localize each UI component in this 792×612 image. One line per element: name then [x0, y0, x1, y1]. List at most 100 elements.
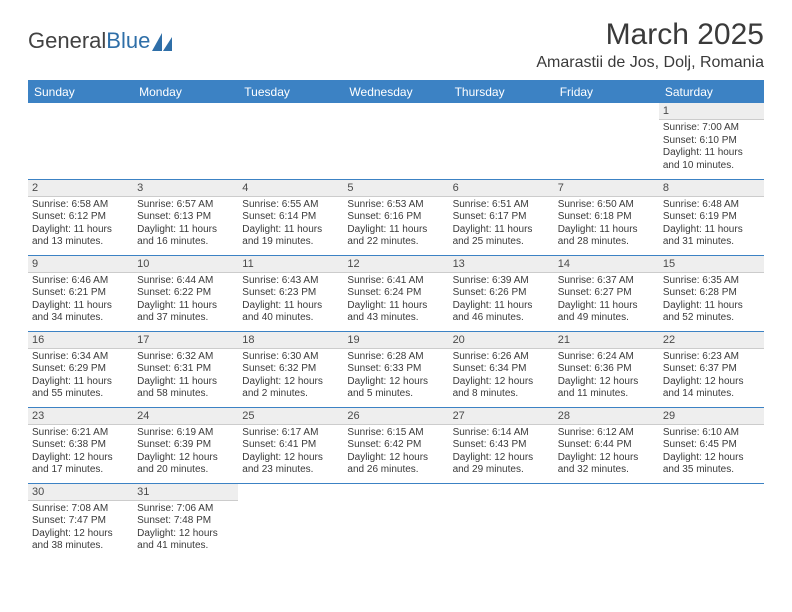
weekday-header: Wednesday: [343, 81, 448, 104]
calendar-day-cell: 24Sunrise: 6:19 AMSunset: 6:39 PMDayligh…: [133, 407, 238, 483]
calendar-day-cell: 23Sunrise: 6:21 AMSunset: 6:38 PMDayligh…: [28, 407, 133, 483]
calendar-day-cell: 26Sunrise: 6:15 AMSunset: 6:42 PMDayligh…: [343, 407, 448, 483]
day-number: 7: [554, 180, 659, 197]
sunset-text: Sunset: 6:28 PM: [663, 287, 760, 300]
day-number: 11: [238, 256, 343, 273]
calendar-week-row: 23Sunrise: 6:21 AMSunset: 6:38 PMDayligh…: [28, 407, 764, 483]
daylight-text: Daylight: 11 hours and 55 minutes.: [32, 376, 129, 401]
day-number: 4: [238, 180, 343, 197]
calendar-day-cell: [449, 483, 554, 559]
calendar-body: 1Sunrise: 7:00 AMSunset: 6:10 PMDaylight…: [28, 103, 764, 559]
day-details: Sunrise: 7:00 AMSunset: 6:10 PMDaylight:…: [659, 120, 764, 174]
day-number: 6: [449, 180, 554, 197]
sunrise-text: Sunrise: 6:17 AM: [242, 427, 339, 440]
sunset-text: Sunset: 6:34 PM: [453, 363, 550, 376]
day-details: Sunrise: 6:26 AMSunset: 6:34 PMDaylight:…: [449, 349, 554, 403]
sunset-text: Sunset: 6:10 PM: [663, 135, 760, 148]
calendar-day-cell: 17Sunrise: 6:32 AMSunset: 6:31 PMDayligh…: [133, 331, 238, 407]
calendar-day-cell: 11Sunrise: 6:43 AMSunset: 6:23 PMDayligh…: [238, 255, 343, 331]
day-details: Sunrise: 6:10 AMSunset: 6:45 PMDaylight:…: [659, 425, 764, 479]
sunrise-text: Sunrise: 6:46 AM: [32, 275, 129, 288]
day-number: 16: [28, 332, 133, 349]
daylight-text: Daylight: 11 hours and 19 minutes.: [242, 224, 339, 249]
sunrise-text: Sunrise: 6:12 AM: [558, 427, 655, 440]
title-block: March 2025 Amarastii de Jos, Dolj, Roman…: [536, 18, 764, 72]
weekday-header: Tuesday: [238, 81, 343, 104]
sunrise-text: Sunrise: 6:48 AM: [663, 199, 760, 212]
sunset-text: Sunset: 6:21 PM: [32, 287, 129, 300]
calendar-day-cell: 7Sunrise: 6:50 AMSunset: 6:18 PMDaylight…: [554, 179, 659, 255]
daylight-text: Daylight: 12 hours and 11 minutes.: [558, 376, 655, 401]
day-details: Sunrise: 6:21 AMSunset: 6:38 PMDaylight:…: [28, 425, 133, 479]
sunrise-text: Sunrise: 6:26 AM: [453, 351, 550, 364]
day-details: Sunrise: 6:15 AMSunset: 6:42 PMDaylight:…: [343, 425, 448, 479]
sunset-text: Sunset: 6:32 PM: [242, 363, 339, 376]
sunset-text: Sunset: 6:44 PM: [558, 439, 655, 452]
sunset-text: Sunset: 6:45 PM: [663, 439, 760, 452]
day-details: Sunrise: 6:37 AMSunset: 6:27 PMDaylight:…: [554, 273, 659, 327]
sunrise-text: Sunrise: 6:50 AM: [558, 199, 655, 212]
sunset-text: Sunset: 6:12 PM: [32, 211, 129, 224]
day-number: 23: [28, 408, 133, 425]
daylight-text: Daylight: 11 hours and 49 minutes.: [558, 300, 655, 325]
sunrise-text: Sunrise: 6:37 AM: [558, 275, 655, 288]
calendar-day-cell: 2Sunrise: 6:58 AMSunset: 6:12 PMDaylight…: [28, 179, 133, 255]
weekday-header: Saturday: [659, 81, 764, 104]
daylight-text: Daylight: 12 hours and 14 minutes.: [663, 376, 760, 401]
day-number: 18: [238, 332, 343, 349]
sunrise-text: Sunrise: 7:00 AM: [663, 122, 760, 135]
weekday-header: Sunday: [28, 81, 133, 104]
day-number: 29: [659, 408, 764, 425]
day-details: Sunrise: 6:39 AMSunset: 6:26 PMDaylight:…: [449, 273, 554, 327]
daylight-text: Daylight: 12 hours and 29 minutes.: [453, 452, 550, 477]
day-details: Sunrise: 6:51 AMSunset: 6:17 PMDaylight:…: [449, 197, 554, 251]
day-details: Sunrise: 6:43 AMSunset: 6:23 PMDaylight:…: [238, 273, 343, 327]
sunrise-text: Sunrise: 6:58 AM: [32, 199, 129, 212]
day-details: Sunrise: 6:53 AMSunset: 6:16 PMDaylight:…: [343, 197, 448, 251]
calendar-week-row: 16Sunrise: 6:34 AMSunset: 6:29 PMDayligh…: [28, 331, 764, 407]
day-number: 28: [554, 408, 659, 425]
day-details: Sunrise: 6:14 AMSunset: 6:43 PMDaylight:…: [449, 425, 554, 479]
day-details: Sunrise: 6:57 AMSunset: 6:13 PMDaylight:…: [133, 197, 238, 251]
day-number: 15: [659, 256, 764, 273]
day-details: Sunrise: 6:28 AMSunset: 6:33 PMDaylight:…: [343, 349, 448, 403]
calendar-day-cell: 6Sunrise: 6:51 AMSunset: 6:17 PMDaylight…: [449, 179, 554, 255]
calendar-day-cell: [133, 103, 238, 179]
daylight-text: Daylight: 11 hours and 13 minutes.: [32, 224, 129, 249]
calendar-day-cell: [554, 483, 659, 559]
day-details: Sunrise: 7:06 AMSunset: 7:48 PMDaylight:…: [133, 501, 238, 555]
sunset-text: Sunset: 6:26 PM: [453, 287, 550, 300]
daylight-text: Daylight: 11 hours and 34 minutes.: [32, 300, 129, 325]
calendar-day-cell: [238, 103, 343, 179]
location-subtitle: Amarastii de Jos, Dolj, Romania: [536, 54, 764, 72]
calendar-day-cell: 14Sunrise: 6:37 AMSunset: 6:27 PMDayligh…: [554, 255, 659, 331]
weekday-header: Thursday: [449, 81, 554, 104]
daylight-text: Daylight: 11 hours and 31 minutes.: [663, 224, 760, 249]
sunrise-text: Sunrise: 6:39 AM: [453, 275, 550, 288]
daylight-text: Daylight: 12 hours and 38 minutes.: [32, 528, 129, 553]
daylight-text: Daylight: 12 hours and 5 minutes.: [347, 376, 444, 401]
calendar-day-cell: 10Sunrise: 6:44 AMSunset: 6:22 PMDayligh…: [133, 255, 238, 331]
header: GeneralBlue March 2025 Amarastii de Jos,…: [28, 18, 764, 72]
sunset-text: Sunset: 6:16 PM: [347, 211, 444, 224]
day-details: Sunrise: 6:58 AMSunset: 6:12 PMDaylight:…: [28, 197, 133, 251]
sunrise-text: Sunrise: 6:28 AM: [347, 351, 444, 364]
daylight-text: Daylight: 11 hours and 40 minutes.: [242, 300, 339, 325]
calendar-day-cell: [238, 483, 343, 559]
day-details: Sunrise: 6:23 AMSunset: 6:37 PMDaylight:…: [659, 349, 764, 403]
day-number: 2: [28, 180, 133, 197]
day-number: 24: [133, 408, 238, 425]
calendar-day-cell: [343, 483, 448, 559]
sunrise-text: Sunrise: 6:21 AM: [32, 427, 129, 440]
daylight-text: Daylight: 11 hours and 37 minutes.: [137, 300, 234, 325]
sunrise-text: Sunrise: 6:15 AM: [347, 427, 444, 440]
daylight-text: Daylight: 12 hours and 41 minutes.: [137, 528, 234, 553]
calendar-day-cell: [554, 103, 659, 179]
daylight-text: Daylight: 12 hours and 23 minutes.: [242, 452, 339, 477]
day-number: 21: [554, 332, 659, 349]
calendar-day-cell: 20Sunrise: 6:26 AMSunset: 6:34 PMDayligh…: [449, 331, 554, 407]
sunset-text: Sunset: 6:22 PM: [137, 287, 234, 300]
day-number: 22: [659, 332, 764, 349]
day-number: 17: [133, 332, 238, 349]
calendar-day-cell: 13Sunrise: 6:39 AMSunset: 6:26 PMDayligh…: [449, 255, 554, 331]
